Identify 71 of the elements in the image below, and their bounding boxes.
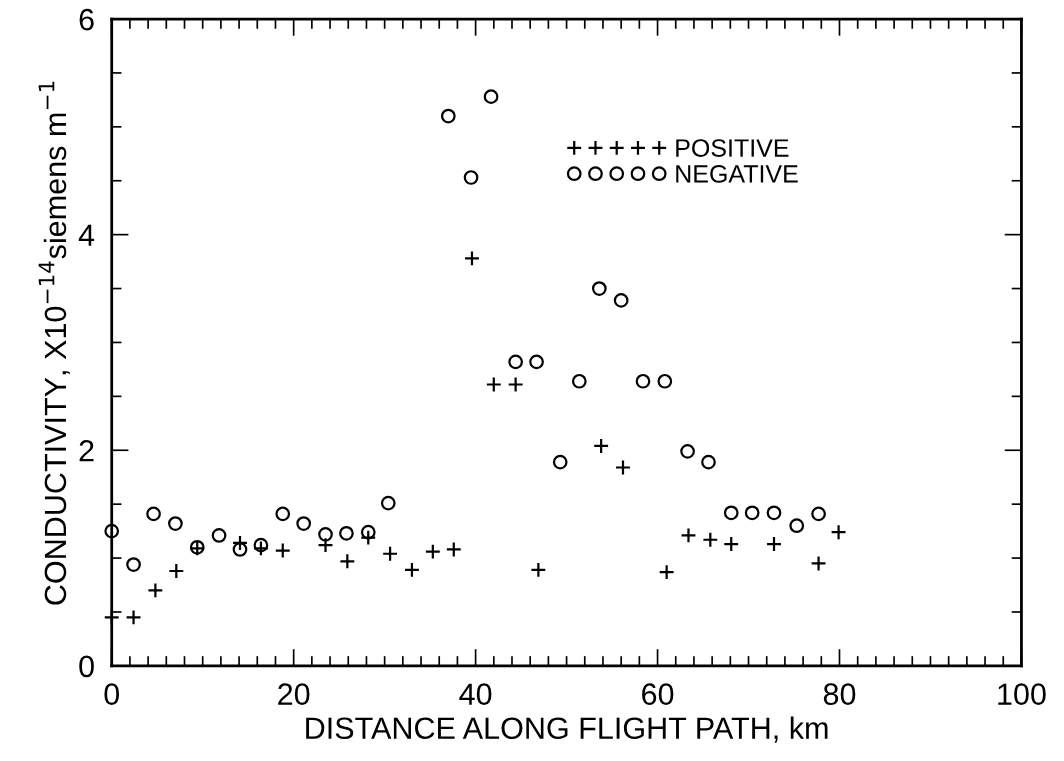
point (126, 557, 141, 572)
point (317, 537, 334, 554)
point (360, 524, 376, 540)
point (445, 541, 462, 558)
point (231, 534, 249, 552)
point (485, 376, 502, 393)
point (529, 354, 544, 370)
legend-label: NEGATIVE (676, 165, 798, 183)
point (613, 293, 629, 308)
point (723, 505, 739, 521)
y-axis-title: CONDUCTIVITY, X10$^{−14}$siemens m$^{−1}$ (38, 81, 70, 605)
x-axis-title: DISTANCE ALONG FLIGHT PATH, km (306, 716, 828, 743)
point (360, 529, 377, 546)
point (552, 454, 568, 470)
point (380, 495, 396, 511)
x-tick-label: 60 (642, 683, 674, 705)
point (318, 526, 333, 542)
point (789, 518, 805, 534)
legend-label: POSITIVE (676, 139, 789, 157)
point (591, 281, 607, 296)
point (658, 564, 675, 581)
point (765, 536, 783, 553)
point (507, 376, 524, 393)
point (274, 542, 291, 559)
point (275, 506, 291, 522)
point (147, 582, 164, 599)
point (424, 543, 441, 560)
x-tick-label: 100 (998, 683, 1046, 705)
point (382, 545, 399, 562)
point (571, 373, 587, 389)
point (593, 437, 610, 454)
point (146, 506, 161, 522)
point (766, 505, 782, 521)
point (125, 609, 142, 626)
point (211, 528, 227, 543)
point (744, 505, 760, 521)
point (440, 108, 456, 124)
point (463, 170, 479, 185)
x-tick-label: 80 (823, 683, 856, 705)
point (168, 516, 183, 531)
point (463, 250, 481, 267)
point (635, 373, 651, 389)
point (403, 561, 420, 578)
point (614, 459, 632, 476)
y-tick-label: 6 (79, 8, 94, 31)
point (530, 561, 547, 578)
point (104, 523, 120, 539)
point (508, 354, 523, 370)
y-tick-label: 0 (79, 655, 94, 678)
point (810, 555, 827, 572)
point (702, 531, 719, 548)
point (680, 527, 697, 544)
point (701, 454, 716, 470)
point (296, 516, 312, 531)
point (680, 443, 695, 459)
point (811, 506, 826, 522)
point (232, 542, 248, 557)
y-tick-label: 2 (79, 439, 94, 462)
point (253, 537, 269, 553)
point (339, 553, 356, 570)
y-tick-label: 4 (78, 224, 95, 246)
x-tick-label: 40 (459, 683, 492, 705)
point (657, 373, 673, 389)
x-tick-label: 20 (278, 683, 310, 705)
point (830, 524, 847, 541)
point (339, 525, 354, 541)
point (723, 536, 740, 553)
point (103, 609, 120, 626)
x-tick-label: 0 (104, 683, 120, 705)
point (483, 89, 499, 105)
point (168, 562, 185, 580)
